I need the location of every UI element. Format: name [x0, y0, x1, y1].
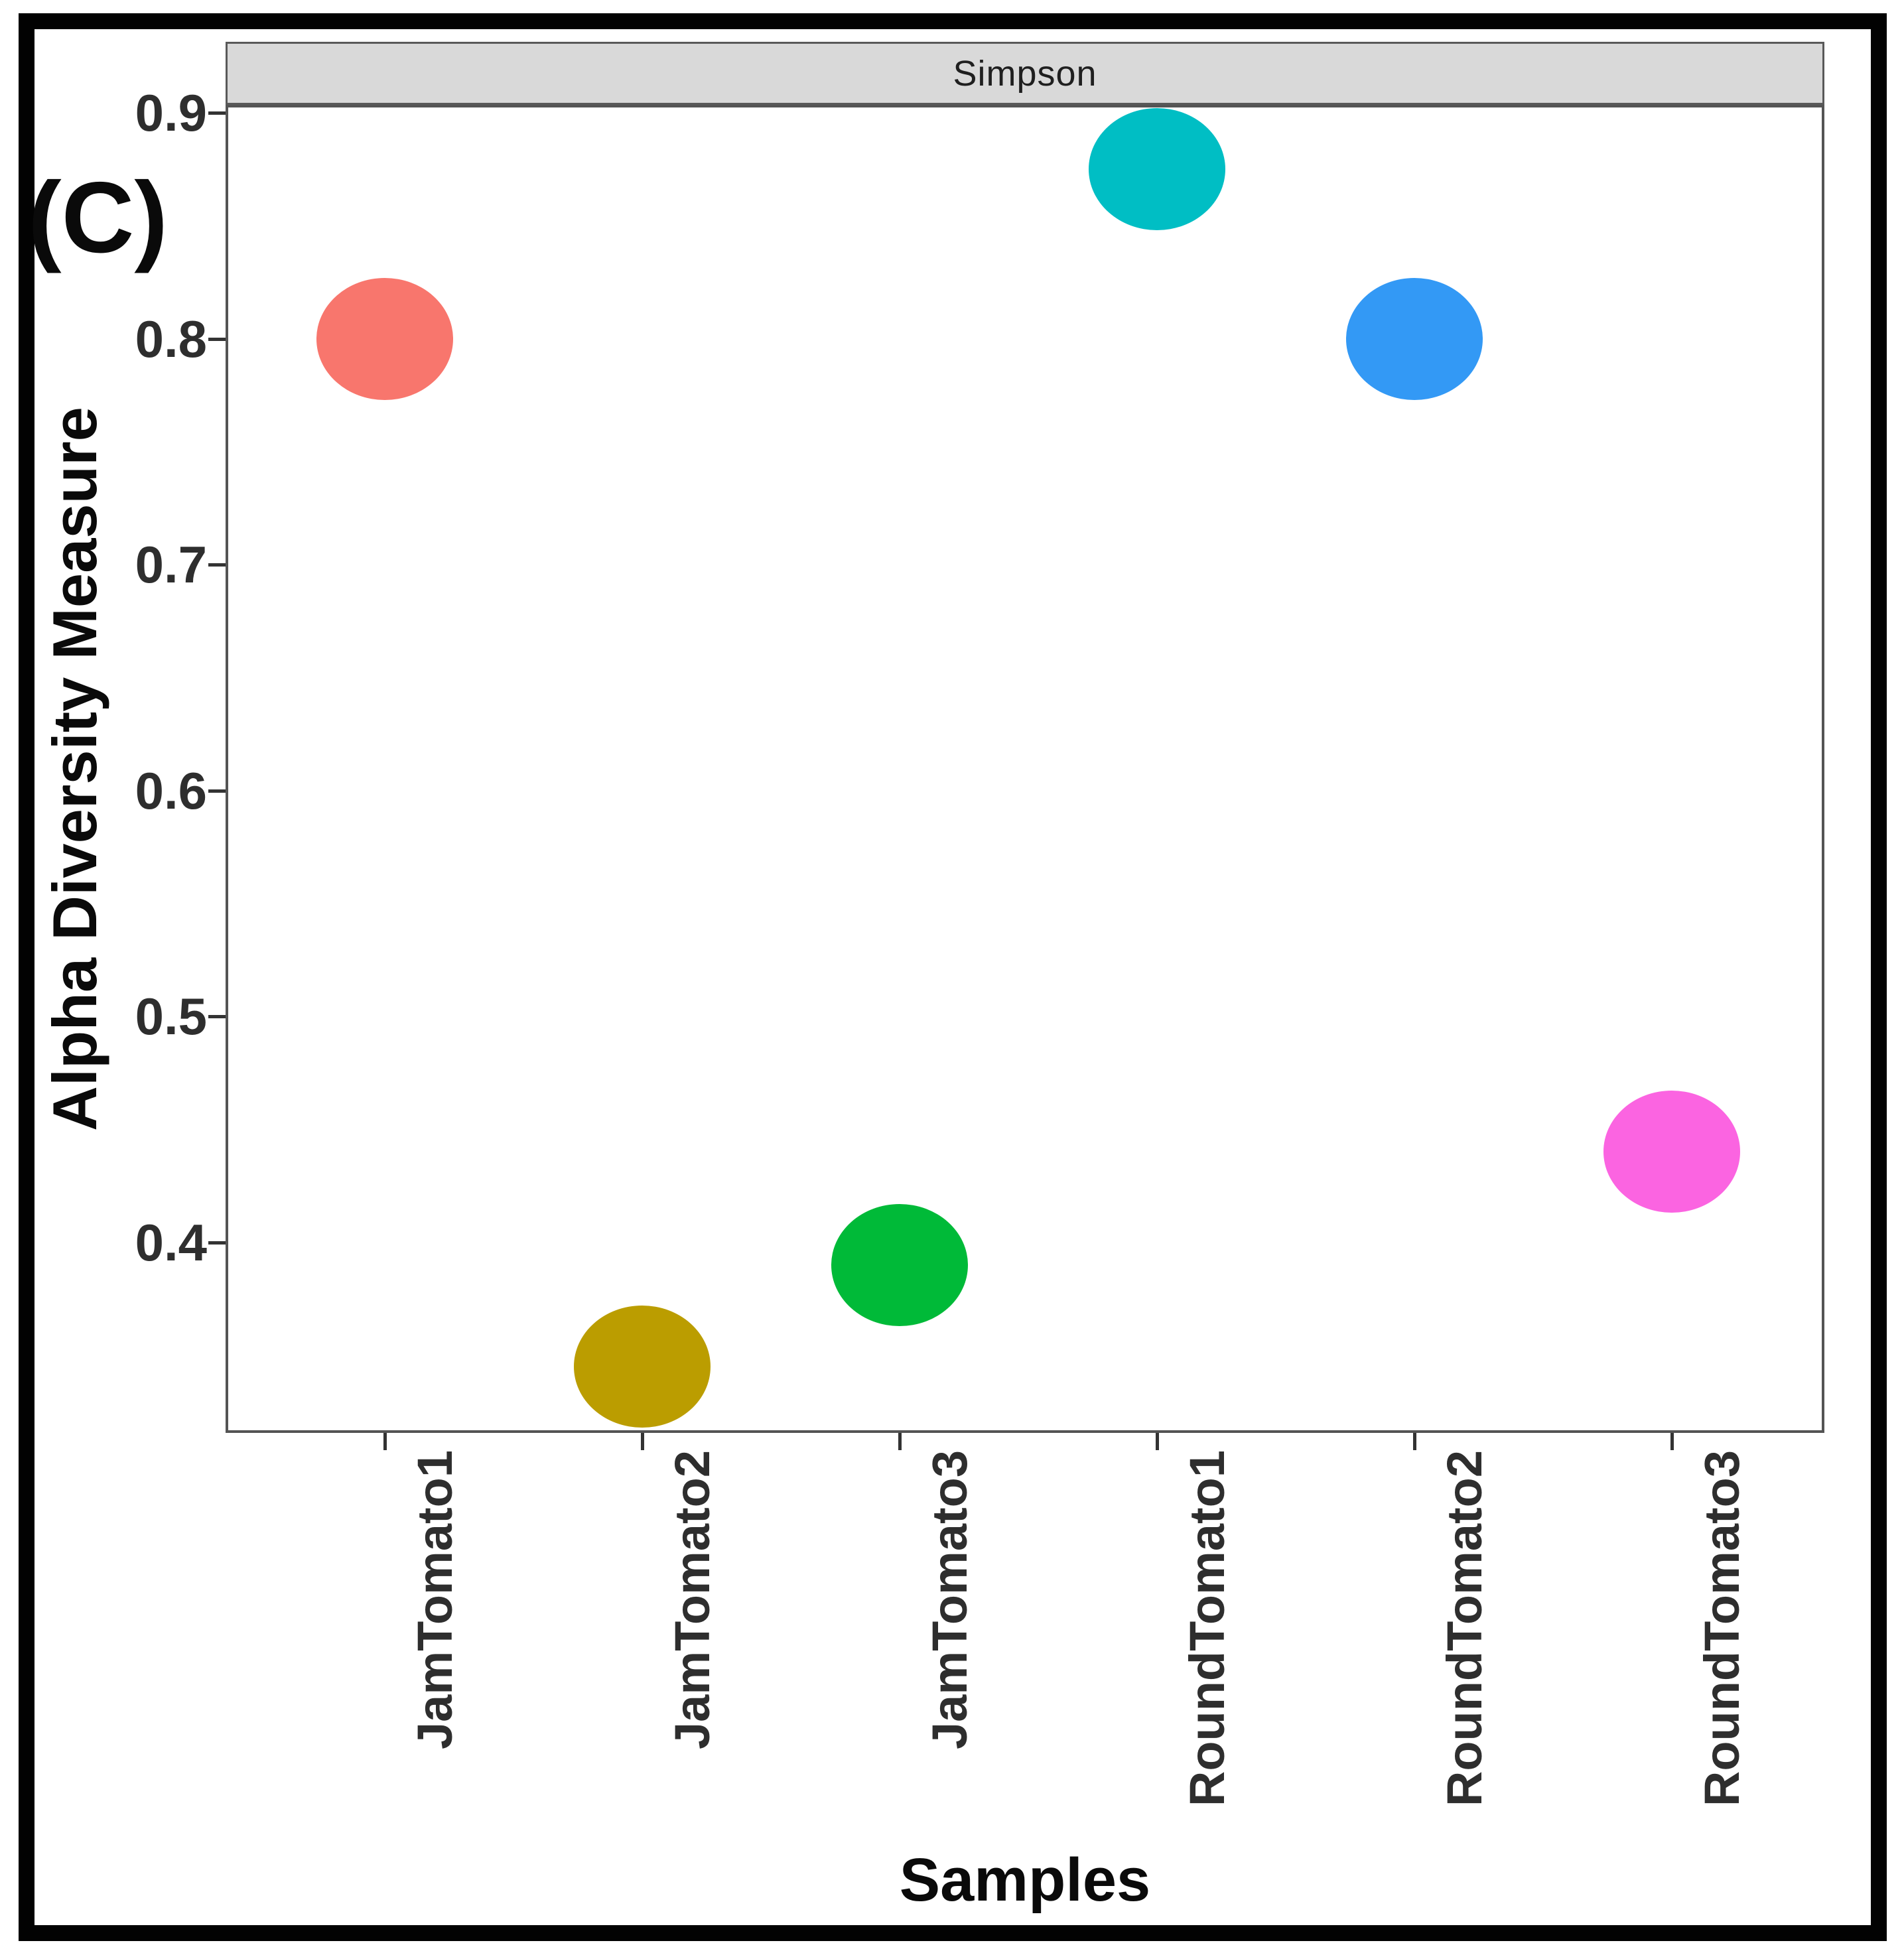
data-point-roundtomato3	[1603, 1091, 1740, 1213]
y-tick-label: 0.9	[135, 84, 207, 142]
x-tick-label: RoundTomato3	[1694, 1450, 1749, 1807]
x-tick-mark	[1156, 1433, 1159, 1450]
y-axis-title-wrap: Alpha Diversity Measure	[5, 105, 145, 1433]
x-tick-label: RoundTomato2	[1437, 1450, 1492, 1807]
facet-strip: Simpson	[226, 42, 1824, 105]
y-tick-label: 0.4	[135, 1213, 207, 1272]
y-tick-mark	[208, 563, 226, 567]
y-tick-label: 0.6	[135, 761, 207, 820]
x-tick-label: JamTomato1	[407, 1450, 462, 1749]
y-tick-mark	[208, 1015, 226, 1018]
facet-strip-label: Simpson	[953, 53, 1097, 94]
y-tick-mark	[208, 1241, 226, 1245]
panel-label: (C)	[28, 161, 169, 274]
y-axis-title: Alpha Diversity Measure	[40, 407, 110, 1131]
x-tick-mark	[1670, 1433, 1674, 1450]
data-point-jamtomato1	[316, 277, 453, 400]
y-tick-label: 0.5	[135, 987, 207, 1045]
x-tick-label: RoundTomato1	[1180, 1450, 1235, 1807]
plot-panel	[226, 105, 1824, 1433]
y-tick-mark	[208, 111, 226, 115]
data-point-roundtomato1	[1089, 108, 1225, 231]
x-tick-mark	[1413, 1433, 1416, 1450]
x-tick-label: JamTomato2	[665, 1450, 720, 1749]
y-tick-label: 0.8	[135, 309, 207, 368]
x-tick-label: JamTomato3	[922, 1450, 977, 1749]
x-tick-mark	[641, 1433, 644, 1450]
x-axis-title: Samples	[899, 1846, 1151, 1914]
data-point-roundtomato2	[1346, 277, 1483, 400]
y-tick-mark	[208, 789, 226, 793]
data-point-jamtomato2	[574, 1305, 711, 1428]
x-tick-mark	[898, 1433, 902, 1450]
y-tick-mark	[208, 337, 226, 341]
data-point-jamtomato3	[831, 1203, 968, 1326]
y-tick-label: 0.7	[135, 535, 207, 594]
x-tick-mark	[383, 1433, 387, 1450]
